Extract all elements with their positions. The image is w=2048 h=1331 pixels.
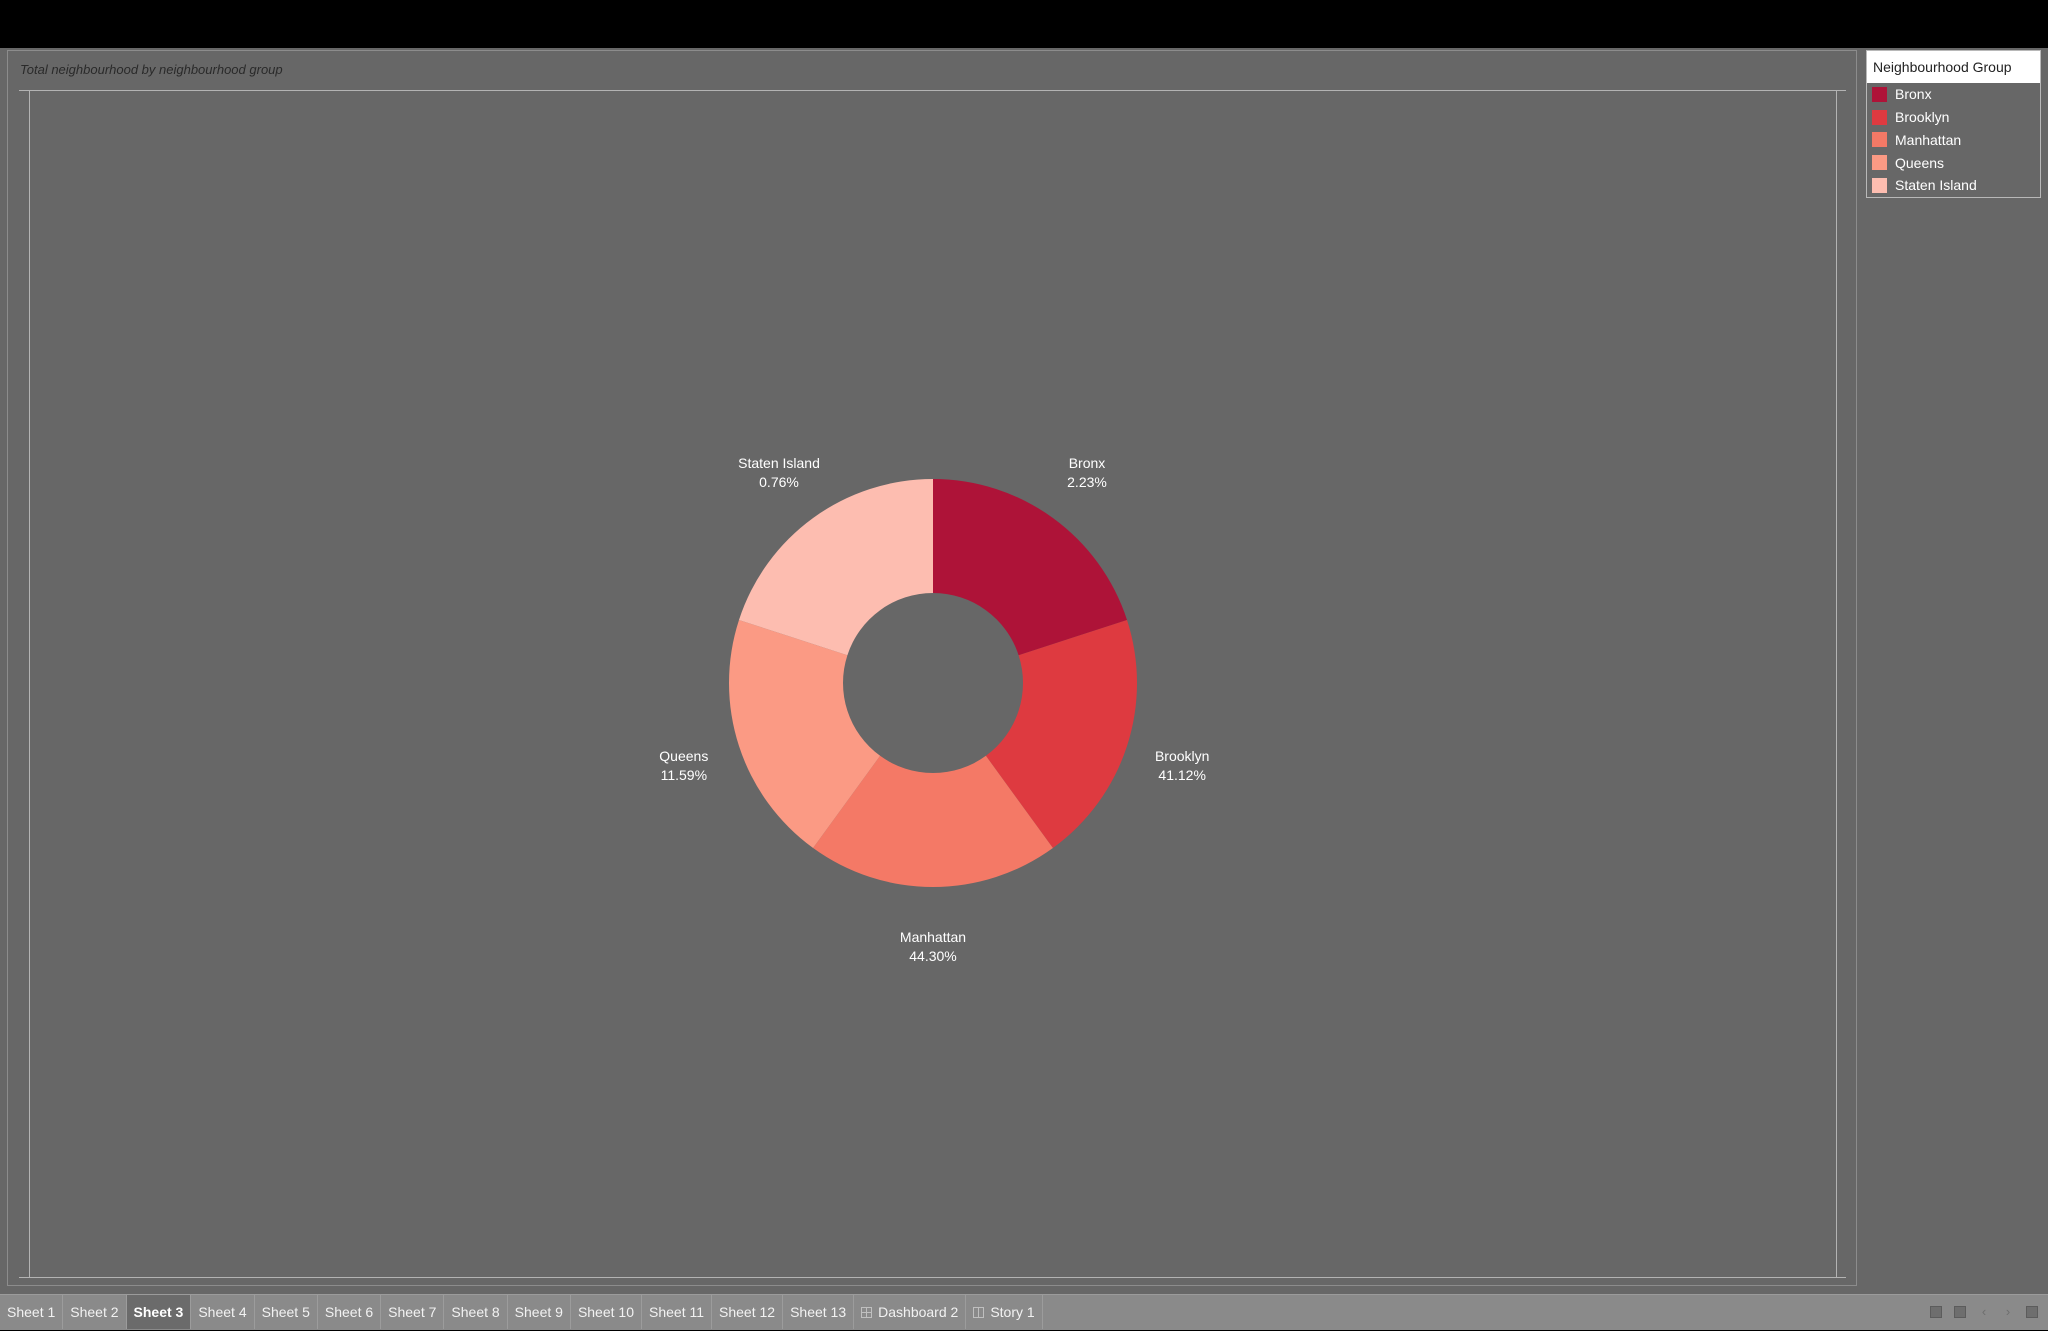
tab-sheet-9[interactable]: Sheet 9 <box>508 1295 571 1329</box>
top-toolbar <box>0 0 2048 48</box>
legend: Neighbourhood Group Bronx Brooklyn Manha… <box>1866 50 2041 198</box>
slice-label-value: 44.30% <box>909 948 956 964</box>
show-sheet-icon[interactable] <box>1954 1306 1966 1318</box>
donut-slice-manhattan[interactable] <box>813 755 1053 888</box>
donut-slice-queens[interactable] <box>729 619 881 849</box>
tab-sheet-1[interactable]: Sheet 1 <box>0 1295 64 1329</box>
legend-label: Bronx <box>1895 86 1932 103</box>
tab-label: Sheet 4 <box>198 1304 247 1320</box>
slice-label-value: 2.23% <box>1067 474 1107 490</box>
donut-slice-bronx[interactable] <box>933 479 1128 656</box>
tab-label: Sheet 1 <box>7 1304 56 1320</box>
slice-label-category: Brooklyn <box>1155 748 1209 764</box>
plot-area <box>29 91 1837 1277</box>
slice-label-category: Queens <box>659 748 708 764</box>
legend-item-brooklyn[interactable]: Brooklyn <box>1867 106 2040 129</box>
tab-label: Sheet 12 <box>719 1304 776 1320</box>
legend-item-staten-island[interactable]: Staten Island <box>1867 174 2040 197</box>
slice-label-value: 11.59% <box>661 767 707 783</box>
sheet-view <box>7 50 1857 1286</box>
chart-title: Total neighbourhood by neighbourhood gro… <box>20 62 283 77</box>
tab-label: Sheet 6 <box>324 1304 374 1320</box>
donut-slice-staten-island[interactable] <box>738 479 933 656</box>
slice-label-category: Bronx <box>1069 455 1106 471</box>
plot-bottom-rule <box>19 1277 1846 1278</box>
tab-label: Sheet 9 <box>514 1304 563 1320</box>
tab-sheet-5[interactable]: Sheet 5 <box>255 1295 318 1329</box>
tab-sheet-11[interactable]: Sheet 11 <box>642 1295 713 1329</box>
slice-label-category: Staten Island <box>738 455 820 471</box>
legend-item-bronx[interactable]: Bronx <box>1867 83 2040 106</box>
tab-label: Sheet 2 <box>70 1304 119 1320</box>
legend-title: Neighbourhood Group <box>1867 51 2040 83</box>
tab-label: Sheet 13 <box>790 1304 847 1320</box>
legend-swatch <box>1872 177 1887 193</box>
tab-label: Sheet 5 <box>261 1304 310 1320</box>
sheet-tab-bar: Sheet 1 Sheet 2 Sheet 3 Sheet 4 Sheet 5 … <box>0 1294 2048 1330</box>
dashboard-icon <box>861 1306 873 1318</box>
slice-label-value: 41.12% <box>1158 767 1205 783</box>
legend-swatch <box>1872 109 1887 125</box>
tab-sheet-4[interactable]: Sheet 4 <box>191 1295 255 1329</box>
tab-sheet-6[interactable]: Sheet 6 <box>318 1295 382 1329</box>
legend-swatch <box>1872 132 1887 148</box>
legend-label: Queens <box>1895 154 1945 171</box>
tab-sheet-10[interactable]: Sheet 10 <box>571 1295 642 1329</box>
legend-swatch <box>1872 86 1887 102</box>
tab-label: Dashboard 2 <box>878 1304 959 1320</box>
tab-sheet-3[interactable]: Sheet 3 <box>126 1295 192 1329</box>
next-arrow-icon[interactable]: › <box>2005 1304 2011 1319</box>
tab-sheet-7[interactable]: Sheet 7 <box>381 1295 445 1329</box>
donut-slice-brooklyn[interactable] <box>985 619 1137 849</box>
slice-label-category: Manhattan <box>900 929 966 945</box>
presentation-mode-icon[interactable] <box>2026 1306 2038 1318</box>
tab-sheet-13[interactable]: Sheet 13 <box>783 1295 855 1329</box>
tab-label: Sheet 7 <box>388 1304 437 1320</box>
legend-label: Manhattan <box>1895 131 1962 148</box>
tab-label: Sheet 10 <box>577 1304 634 1320</box>
legend-label: Staten Island <box>1895 177 1977 194</box>
show-filmstrip-icon[interactable] <box>1930 1306 1942 1318</box>
previous-arrow-icon[interactable]: ‹ <box>1981 1304 1987 1319</box>
tab-sheet-2[interactable]: Sheet 2 <box>63 1295 127 1329</box>
legend-swatch <box>1872 155 1887 171</box>
story-icon <box>973 1306 985 1318</box>
tab-sheet-12[interactable]: Sheet 12 <box>712 1295 784 1329</box>
legend-label: Brooklyn <box>1895 109 1950 126</box>
tab-sheet-8[interactable]: Sheet 8 <box>444 1295 508 1329</box>
plot-top-rule <box>19 90 1846 91</box>
tab-story-1[interactable]: Story 1 <box>966 1295 1043 1329</box>
tab-dashboard-2[interactable]: Dashboard 2 <box>854 1295 967 1329</box>
tab-label: Sheet 3 <box>133 1304 184 1320</box>
tab-label: Story 1 <box>990 1304 1035 1320</box>
slice-label-value: 0.76% <box>759 474 799 490</box>
legend-item-queens[interactable]: Queens <box>1867 151 2040 174</box>
legend-item-manhattan[interactable]: Manhattan <box>1867 129 2040 152</box>
tab-label: Sheet 8 <box>451 1304 500 1320</box>
tab-label: Sheet 11 <box>649 1304 705 1320</box>
